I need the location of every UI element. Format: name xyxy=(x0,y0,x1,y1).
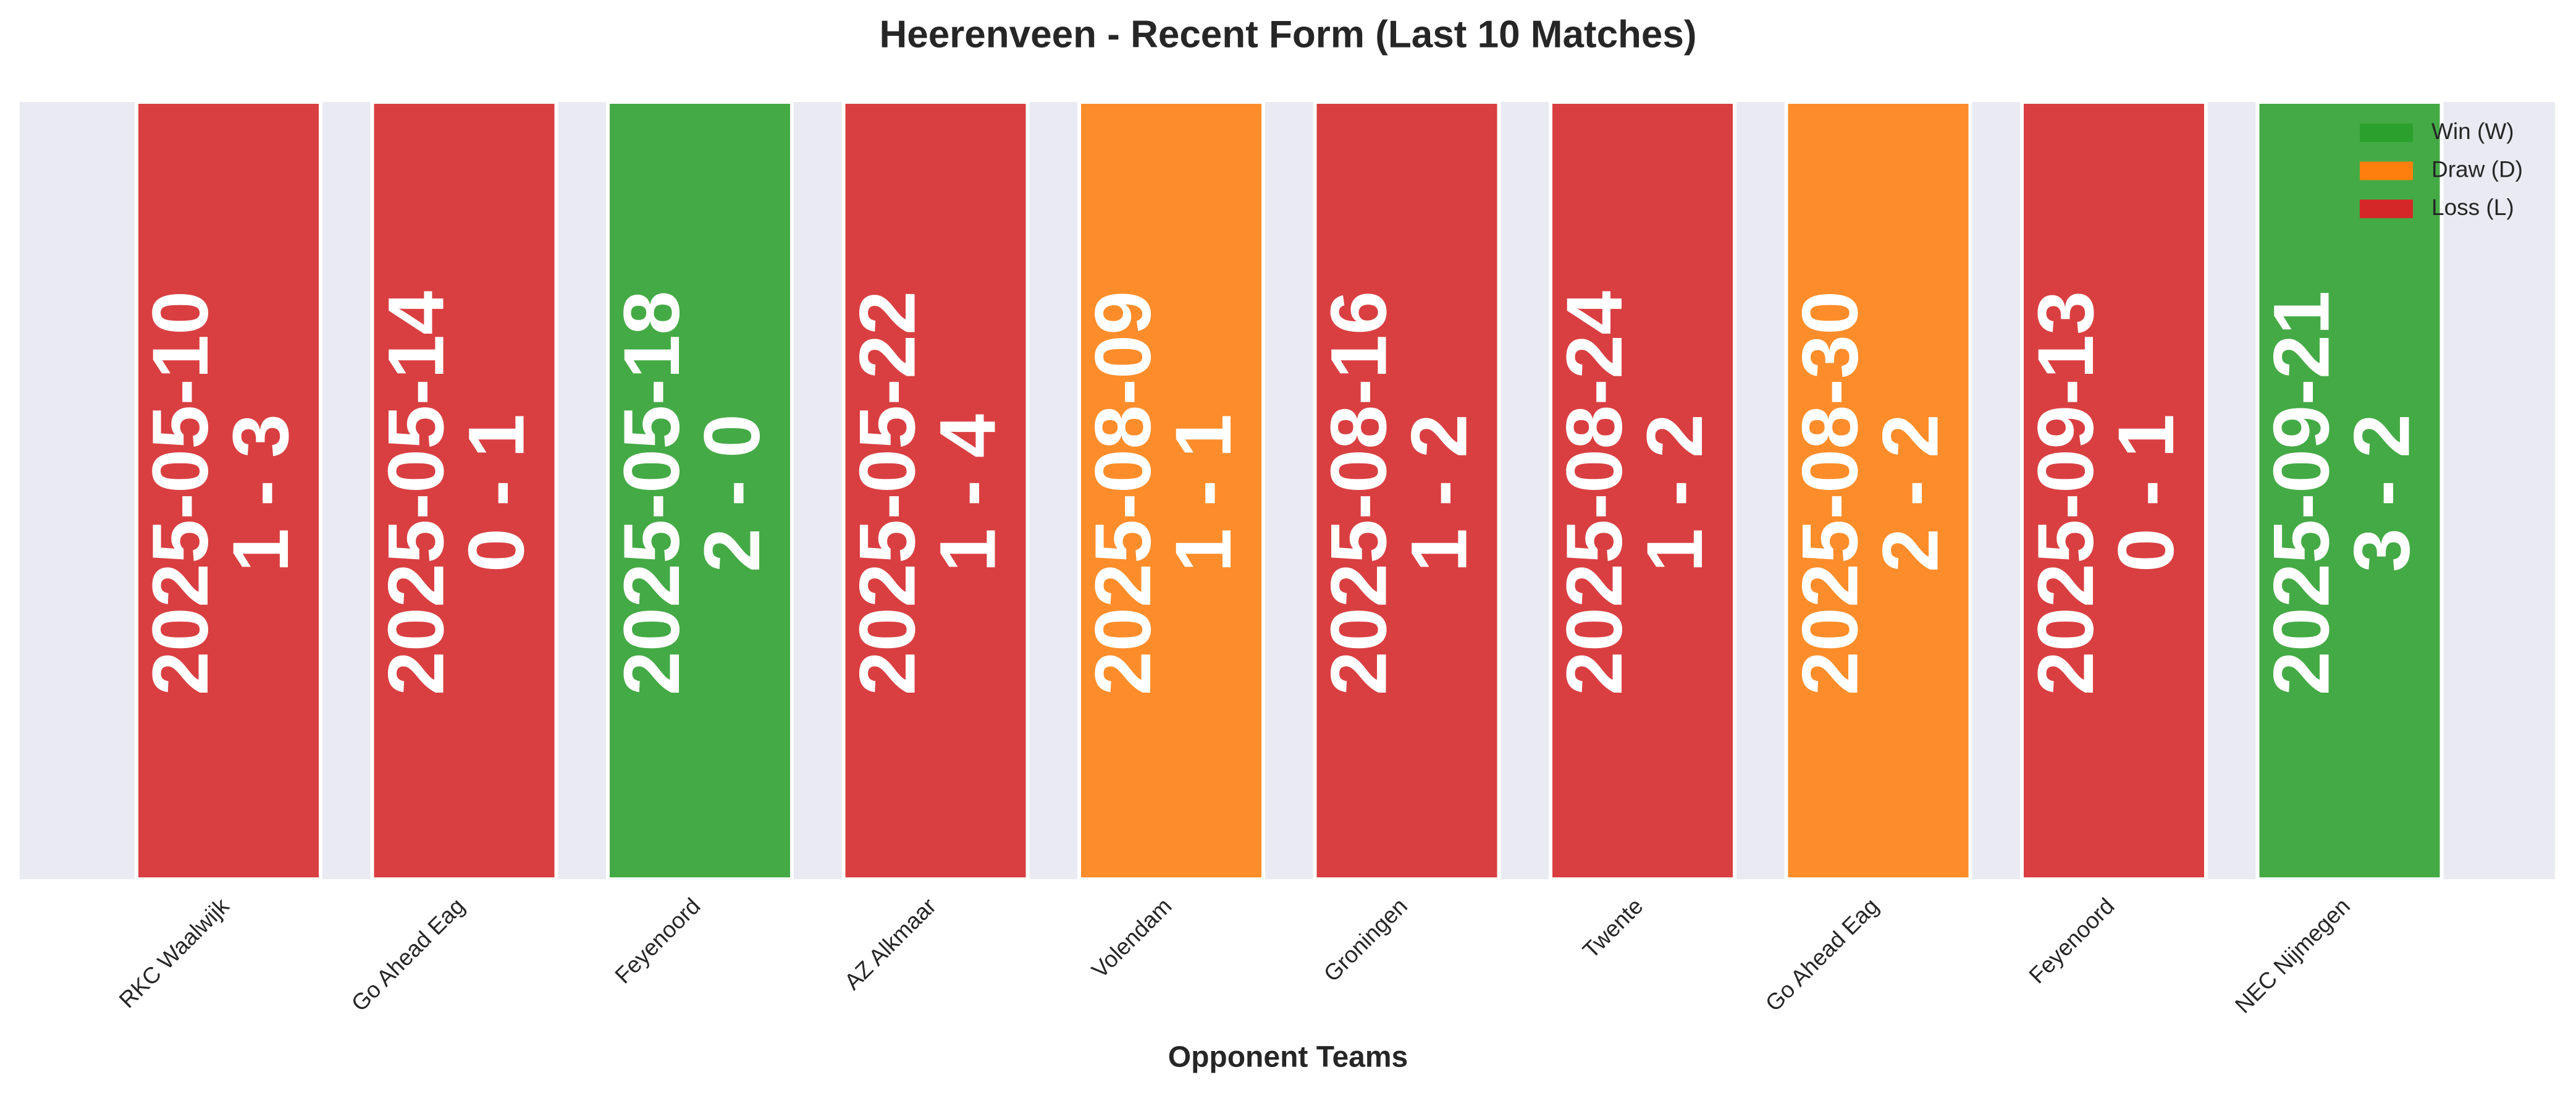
legend-swatch xyxy=(2360,124,2413,142)
result-bar xyxy=(135,100,322,881)
result-bar xyxy=(1784,100,1972,881)
match-score: 0 - 1 xyxy=(452,414,541,572)
result-bar xyxy=(841,100,1030,881)
result-bar xyxy=(1077,100,1265,881)
match-date: 2025-08-30 xyxy=(1786,291,1874,696)
x-axis-label: Opponent Teams xyxy=(1168,1041,1408,1074)
match-date: 2025-09-21 xyxy=(2257,291,2346,696)
match-date: 2025-08-24 xyxy=(1551,291,1639,696)
match-score: 1 - 3 xyxy=(217,414,305,572)
legend-label: Draw (D) xyxy=(2431,156,2523,182)
match-date: 2025-05-10 xyxy=(137,291,225,696)
match-date: 2025-09-13 xyxy=(2022,291,2110,696)
legend-label: Loss (L) xyxy=(2431,195,2514,220)
match-date: 2025-08-09 xyxy=(1079,291,1168,696)
match-date: 2025-08-16 xyxy=(1315,291,1403,696)
match-score: 1 - 2 xyxy=(1395,414,1483,572)
match-score: 1 - 1 xyxy=(1160,414,1248,572)
match-date: 2025-05-18 xyxy=(608,291,696,696)
result-bar xyxy=(2255,100,2444,881)
result-bar xyxy=(370,100,558,881)
legend-swatch xyxy=(2360,200,2413,218)
match-date: 2025-05-22 xyxy=(843,291,932,696)
match-score: 1 - 4 xyxy=(924,414,1012,572)
match-score: 1 - 2 xyxy=(1631,414,1719,572)
result-bar xyxy=(1549,100,1736,881)
legend-swatch xyxy=(2360,161,2413,180)
match-score: 0 - 1 xyxy=(2102,414,2191,572)
match-score: 2 - 0 xyxy=(688,414,777,572)
match-score: 2 - 2 xyxy=(1866,414,1955,572)
match-date: 2025-05-14 xyxy=(372,291,460,696)
match-score: 3 - 2 xyxy=(2338,414,2426,572)
chart-title: Heerenveen - Recent Form (Last 10 Matche… xyxy=(879,13,1696,56)
result-bar xyxy=(606,100,794,881)
legend-label: Win (W) xyxy=(2431,119,2514,144)
result-bar xyxy=(1313,100,1501,881)
result-bar xyxy=(2020,100,2208,881)
